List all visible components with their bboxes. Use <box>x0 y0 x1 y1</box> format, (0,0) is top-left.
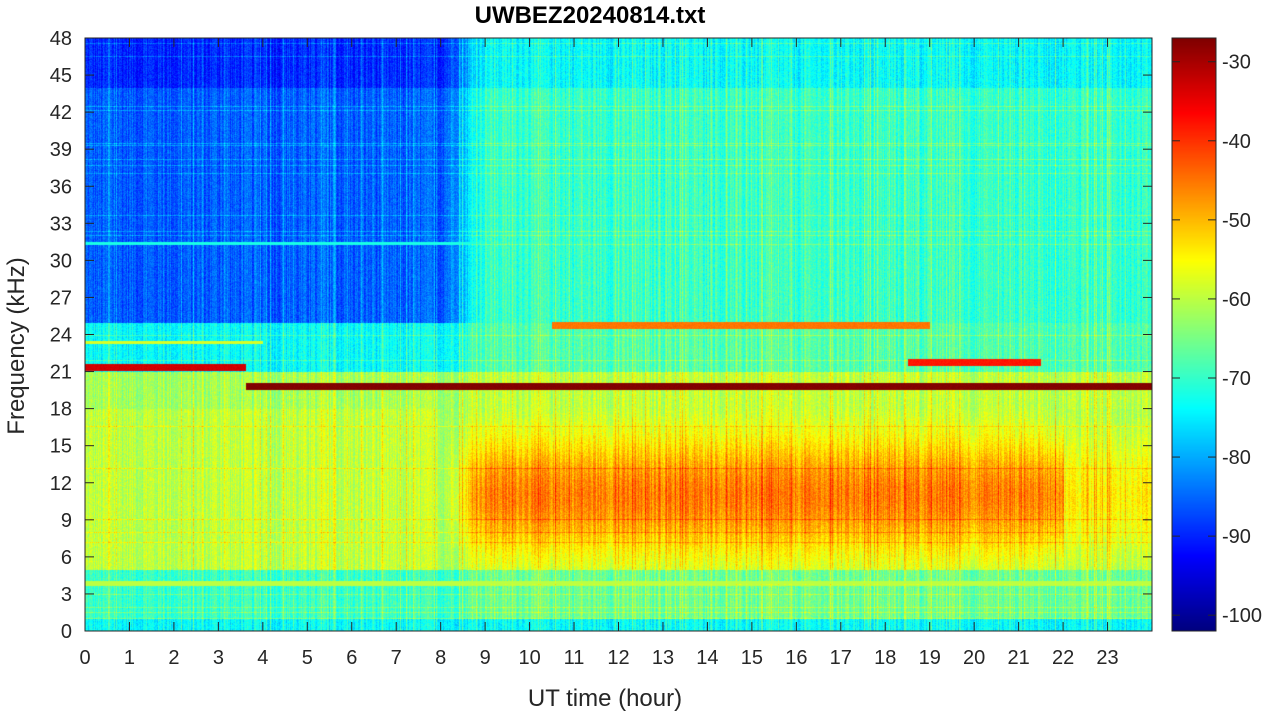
y-tick-label: 33 <box>50 213 72 235</box>
y-tick-label: 27 <box>50 287 72 309</box>
x-tick-label: 17 <box>830 647 852 669</box>
y-tick-label: 45 <box>50 65 72 87</box>
y-tick-label: 18 <box>50 399 72 421</box>
colorbar-tick-label: -80 <box>1222 447 1251 469</box>
chart-title: UWBEZ20240814.txt <box>475 2 706 29</box>
spectrogram-image <box>85 38 1152 631</box>
colorbar-tick-label: -90 <box>1222 526 1251 548</box>
x-tick-label: 4 <box>257 647 268 669</box>
x-tick-label: 19 <box>919 647 941 669</box>
x-tick-label: 2 <box>168 647 179 669</box>
colorbar-tick-label: -30 <box>1222 52 1251 74</box>
colorbar-tick-label: -60 <box>1222 289 1251 311</box>
y-tick-label: 3 <box>61 584 72 606</box>
y-tick-label: 24 <box>50 325 72 347</box>
y-tick-label: 39 <box>50 139 72 161</box>
colorbar-tick-label: -70 <box>1222 368 1251 390</box>
x-tick-label: 6 <box>346 647 357 669</box>
x-tick-label: 11 <box>564 647 585 669</box>
x-tick-label: 23 <box>1096 647 1118 669</box>
x-tick-label: 1 <box>124 647 135 669</box>
colorbar-tick-label: -40 <box>1222 131 1251 153</box>
x-tick-label: 15 <box>741 647 763 669</box>
colorbar-gradient <box>1172 38 1216 631</box>
y-tick-label: 12 <box>50 473 72 495</box>
x-tick-label: 21 <box>1008 647 1030 669</box>
colorbar-tick-label: -100 <box>1222 605 1262 627</box>
y-tick-label: 15 <box>50 436 72 458</box>
plot-area <box>84 37 1153 632</box>
y-tick-label: 6 <box>61 547 72 569</box>
colorbar-frame <box>1171 37 1217 632</box>
x-tick-label: 3 <box>213 647 224 669</box>
x-axis-label: UT time (hour) <box>528 685 682 712</box>
x-axis-ticks: 0 1 2 3 4 5 6 7 8 9 10 11 12 13 14 15 16 17 18 19 20 21 22 23 <box>79 38 1119 669</box>
y-tick-label: 36 <box>50 176 72 198</box>
colorbar-ticks: -30 -40 -50 -60 -70 -80 -90 -100 <box>1172 52 1262 627</box>
x-tick-label: 16 <box>785 647 807 669</box>
y-axis-label: Frequency (kHz) <box>3 257 30 434</box>
y-tick-label: 48 <box>50 28 72 50</box>
x-tick-label: 8 <box>435 647 446 669</box>
x-tick-label: 5 <box>302 647 313 669</box>
y-tick-label: 0 <box>61 621 72 643</box>
y-tick-label: 21 <box>50 362 72 384</box>
y-tick-label: 30 <box>50 250 72 272</box>
x-tick-label: 14 <box>696 647 718 669</box>
x-tick-label: 22 <box>1052 647 1074 669</box>
x-tick-label: 13 <box>652 647 674 669</box>
x-tick-label: 10 <box>518 647 540 669</box>
y-tick-label: 9 <box>61 510 72 532</box>
y-tick-label: 42 <box>50 102 72 124</box>
x-tick-label: 18 <box>874 647 896 669</box>
colorbar: -30 -40 -50 -60 -70 -80 -90 -100 <box>1171 37 1262 632</box>
colorbar-tick-label: -50 <box>1222 210 1251 232</box>
x-tick-label: 7 <box>391 647 402 669</box>
x-tick-label: 20 <box>963 647 985 669</box>
x-tick-label: 12 <box>607 647 629 669</box>
x-tick-label: 0 <box>79 647 90 669</box>
x-tick-label: 9 <box>480 647 491 669</box>
